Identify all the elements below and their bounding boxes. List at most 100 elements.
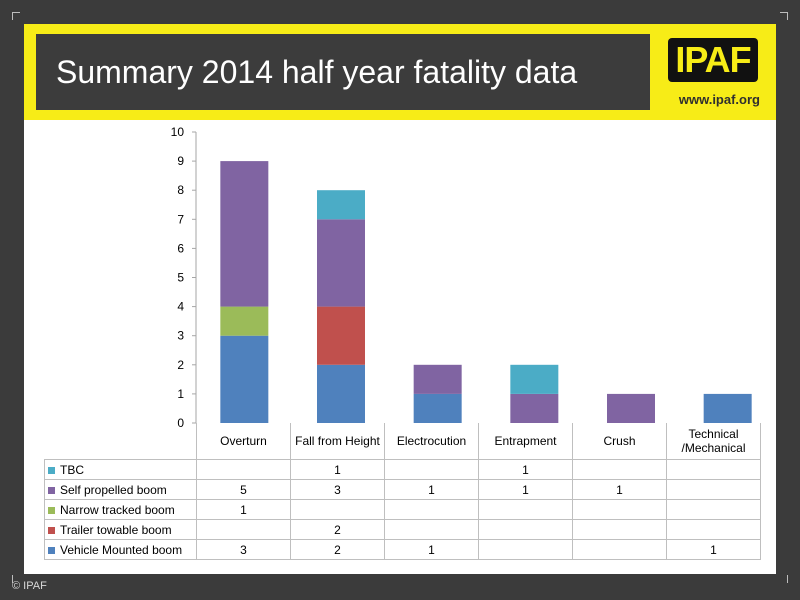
table-row: Vehicle Mounted boom 3 2 1 1 <box>44 539 761 560</box>
bar-segment <box>317 219 365 307</box>
series-label: TBC <box>44 459 197 480</box>
category-label: Entrapment <box>478 423 573 460</box>
empty-cell <box>572 519 667 540</box>
value-cell: 1 <box>572 479 667 500</box>
table-corner <box>44 423 197 460</box>
category-label-line: Electrocution <box>396 434 467 448</box>
value-cell: 3 <box>196 539 291 560</box>
crop-mark <box>787 12 788 20</box>
empty-cell <box>290 499 385 520</box>
series-label: Trailer towable boom <box>44 519 197 540</box>
slide: Summary 2014 half year fatality data IPA… <box>24 24 776 574</box>
y-tick-label: 5 <box>177 271 184 285</box>
table-row: Trailer towable boom 2 <box>44 519 761 540</box>
category-label-line: Technical <box>688 427 739 441</box>
crop-mark <box>787 575 788 583</box>
crop-mark <box>12 575 13 583</box>
bar-segment <box>510 393 559 423</box>
series-label: Self propelled boom <box>44 479 197 500</box>
empty-cell <box>666 459 761 480</box>
bar-segment <box>220 306 269 336</box>
category-label-line: Entrapment <box>494 434 557 448</box>
y-tick-label: 1 <box>177 387 184 401</box>
y-tick-label: 9 <box>177 154 184 168</box>
bar-segment <box>703 393 752 423</box>
legend-swatch <box>48 546 55 554</box>
bar-segment <box>510 364 559 394</box>
category-label: Crush <box>572 423 667 460</box>
empty-cell <box>572 499 667 520</box>
category-label-line: /Mechanical <box>681 441 746 455</box>
table-row: TBC 1 1 <box>44 459 761 480</box>
bar-segment <box>413 364 462 394</box>
value-cell: 1 <box>384 539 479 560</box>
crop-mark <box>780 12 788 13</box>
y-tick-label: 10 <box>171 125 185 139</box>
empty-cell <box>478 519 573 540</box>
series-name: TBC <box>60 462 84 477</box>
category-label-line: Fall from Height <box>295 434 380 448</box>
category-label-line: Crush <box>603 434 636 448</box>
empty-cell <box>384 499 479 520</box>
series-name: Vehicle Mounted boom <box>60 542 183 557</box>
value-cell: 3 <box>290 479 385 500</box>
value-cell: 2 <box>290 519 385 540</box>
empty-cell <box>478 499 573 520</box>
header-banner: Summary 2014 half year fatality data IPA… <box>24 24 776 120</box>
category-label-line: Overturn <box>220 434 267 448</box>
category-label: Overturn <box>196 423 291 460</box>
copyright-footer: © IPAF <box>12 580 47 592</box>
empty-cell <box>196 519 291 540</box>
value-cell: 5 <box>196 479 291 500</box>
legend-swatch <box>48 526 55 534</box>
category-label: Technical/Mechanical <box>666 423 761 460</box>
y-tick-label: 2 <box>177 358 184 372</box>
value-cell: 1 <box>478 479 573 500</box>
data-table: Overturn Fall from Height Electrocution Ent… <box>44 423 761 560</box>
bar-segment <box>220 335 269 423</box>
series-name: Self propelled boom <box>60 482 167 497</box>
series-name: Narrow tracked boom <box>60 502 175 517</box>
bar-segment <box>220 161 269 307</box>
series-name: Trailer towable boom <box>60 522 172 537</box>
bar-segment <box>317 306 365 365</box>
crop-mark <box>12 12 20 13</box>
legend-swatch <box>48 506 55 514</box>
series-label: Vehicle Mounted boom <box>44 539 197 560</box>
title-box: Summary 2014 half year fatality data <box>36 34 650 110</box>
y-tick-label: 4 <box>177 300 184 314</box>
bar-segment <box>317 364 365 423</box>
empty-cell <box>384 519 479 540</box>
empty-cell <box>478 539 573 560</box>
y-tick-label: 8 <box>177 183 184 197</box>
empty-cell <box>384 459 479 480</box>
value-cell: 1 <box>478 459 573 480</box>
value-cell: 1 <box>666 539 761 560</box>
empty-cell <box>666 519 761 540</box>
category-label: Electrocution <box>384 423 479 460</box>
value-cell: 1 <box>196 499 291 520</box>
table-header-row: Overturn Fall from Height Electrocution Ent… <box>44 423 761 460</box>
y-tick-label: 3 <box>177 329 184 343</box>
value-cell: 1 <box>384 479 479 500</box>
empty-cell <box>572 459 667 480</box>
crop-mark <box>12 12 13 20</box>
value-cell: 2 <box>290 539 385 560</box>
bar-segment <box>607 393 655 423</box>
legend-swatch <box>48 486 55 494</box>
legend-swatch <box>48 466 55 474</box>
y-tick-label: 6 <box>177 241 184 255</box>
bar-segment <box>317 190 365 220</box>
category-label: Fall from Height <box>290 423 385 460</box>
value-cell: 1 <box>290 459 385 480</box>
series-label: Narrow tracked boom <box>44 499 197 520</box>
table-row: Narrow tracked boom 1 <box>44 499 761 520</box>
empty-cell <box>666 499 761 520</box>
bar-segment <box>413 393 462 423</box>
slide-title: Summary 2014 half year fatality data <box>56 54 578 90</box>
ipaf-logo: IPAF <box>668 38 758 82</box>
website-url: www.ipaf.org <box>678 92 760 107</box>
empty-cell <box>196 459 291 480</box>
empty-cell <box>572 539 667 560</box>
